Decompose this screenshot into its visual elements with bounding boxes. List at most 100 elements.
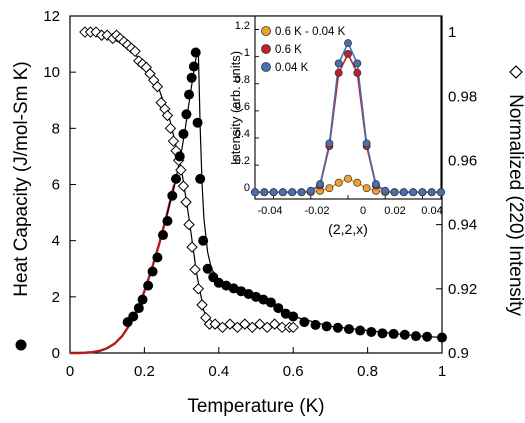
heat-capacity-point <box>143 280 154 291</box>
inset-point <box>344 174 352 183</box>
inset-point <box>278 188 287 197</box>
inset-y-tick-label: 0.6 <box>235 101 250 113</box>
x-tick-label: 0.2 <box>134 363 155 380</box>
x-tick-label: 0.6 <box>283 363 304 380</box>
inset-point <box>399 188 408 197</box>
intensity-point <box>164 122 177 135</box>
y-left-tick-label: 12 <box>43 8 60 25</box>
y-left-tick-label: 8 <box>52 120 60 137</box>
intensity-point <box>189 263 201 276</box>
heat-capacity-point <box>137 294 148 305</box>
legend-marker-06k <box>261 44 271 54</box>
inset-point <box>325 184 334 193</box>
heat-capacity-point <box>188 61 199 72</box>
heat-capacity-series <box>122 47 447 343</box>
heat-capacity-point <box>192 117 203 128</box>
inset-point <box>362 139 371 148</box>
heat-capacity-point <box>366 326 377 337</box>
y-left-tick-labels: 0 2 4 6 8 10 12 <box>43 8 60 362</box>
intensity-point <box>129 45 141 58</box>
y-right-axis-title: Normalized (220) Intensity <box>505 94 525 316</box>
inset-point <box>353 178 362 187</box>
x-tick-label: 1 <box>438 363 446 380</box>
y-left-tick-label: 10 <box>43 64 60 81</box>
heat-capacity-point <box>321 321 332 332</box>
y-left-tick-label: 6 <box>52 177 60 194</box>
fit-line <box>70 184 176 355</box>
heat-capacity-point <box>152 252 163 263</box>
inset-point <box>362 184 371 193</box>
intensity-point <box>276 321 288 334</box>
inset-point <box>260 188 269 197</box>
x-tick-label: 0 <box>66 363 74 380</box>
inset-point <box>409 188 418 197</box>
inset-x-tick-labels: -0.04 -0.02 0 0.02 0.04 <box>257 205 442 217</box>
inset-points <box>251 39 445 197</box>
inset-point <box>251 188 259 197</box>
heat-capacity-point <box>171 173 182 184</box>
inset-legend: 0.6 K - 0.04 K 0.6 K 0.04 K <box>261 26 346 74</box>
inset-point <box>288 188 297 197</box>
heat-capacity-point <box>299 317 310 328</box>
x-tick-label: 0.4 <box>208 363 229 380</box>
heat-capacity-point <box>178 128 189 139</box>
inset-point <box>390 188 399 197</box>
inset-point <box>316 180 325 189</box>
intensity-point <box>175 164 187 176</box>
heat-capacity-point <box>186 72 197 83</box>
heat-capacity-point <box>181 109 192 120</box>
inset-point <box>437 188 445 197</box>
inset-point <box>418 188 427 197</box>
intensity-point <box>196 299 208 311</box>
heat-capacity-point <box>184 89 195 100</box>
heat-capacity-point <box>195 173 206 184</box>
heat-capacity-point <box>388 328 399 339</box>
y-left-tick-label: 2 <box>52 289 60 306</box>
inset-point <box>269 188 278 197</box>
heat-capacity-point <box>310 319 321 330</box>
inset-point <box>381 186 390 195</box>
heat-capacity-point <box>162 216 173 227</box>
y-left-tick-label: 0 <box>52 345 60 362</box>
intensity-point <box>161 109 174 122</box>
heat-capacity-point <box>377 328 388 339</box>
open-diamond-legend-marker <box>509 65 523 79</box>
inset-point <box>334 59 343 68</box>
heat-capacity-point <box>190 47 201 58</box>
y-right-tick-label: 0.9 <box>448 345 469 362</box>
heat-capacity-point <box>437 332 447 343</box>
inset-x-tick-label: -0.04 <box>257 205 282 217</box>
inset-x-tick-label: 0.04 <box>421 205 442 217</box>
intensity-point <box>180 196 192 208</box>
inset-x-tick-label: 0.02 <box>384 205 405 217</box>
heat-capacity-point <box>410 331 421 342</box>
inset-y-tick-label: 0.4 <box>235 128 250 140</box>
heat-capacity-point <box>202 263 213 274</box>
legend-marker-diff <box>261 26 271 36</box>
intensity-point <box>167 135 180 147</box>
inset-point <box>353 68 362 77</box>
heat-capacity-point <box>265 297 276 308</box>
inset-point <box>334 68 343 77</box>
heat-capacity-point <box>273 303 284 314</box>
inset-point <box>344 50 352 58</box>
inset-y-tick-label: 1.2 <box>235 20 250 32</box>
inset-x-tick-label: 0 <box>360 205 366 217</box>
inset-point <box>306 186 315 195</box>
heat-capacity-point <box>288 311 299 322</box>
heat-capacity-point <box>167 190 178 201</box>
inset-x-tick-label: -0.02 <box>304 205 329 217</box>
heat-capacity-point <box>133 303 144 314</box>
inset-plot: -0.04 -0.02 0 0.02 0.04 0 0.2 0.4 0.6 0.… <box>228 15 445 237</box>
heat-capacity-point <box>174 151 185 162</box>
inset-y-axis-title: Intensity (arb. units) <box>228 51 243 165</box>
inset-y-tick-label: 0.8 <box>235 74 250 86</box>
intensity-point <box>192 283 205 295</box>
y-right-tick-labels: 0.9 0.92 0.94 0.96 0.98 1 <box>448 24 477 362</box>
intensity-series <box>79 26 299 334</box>
inset-point <box>334 178 343 187</box>
legend-label-diff: 0.6 K - 0.04 K <box>275 26 346 38</box>
x-tick-label: 0.8 <box>357 363 378 380</box>
heat-capacity-point <box>332 322 343 333</box>
